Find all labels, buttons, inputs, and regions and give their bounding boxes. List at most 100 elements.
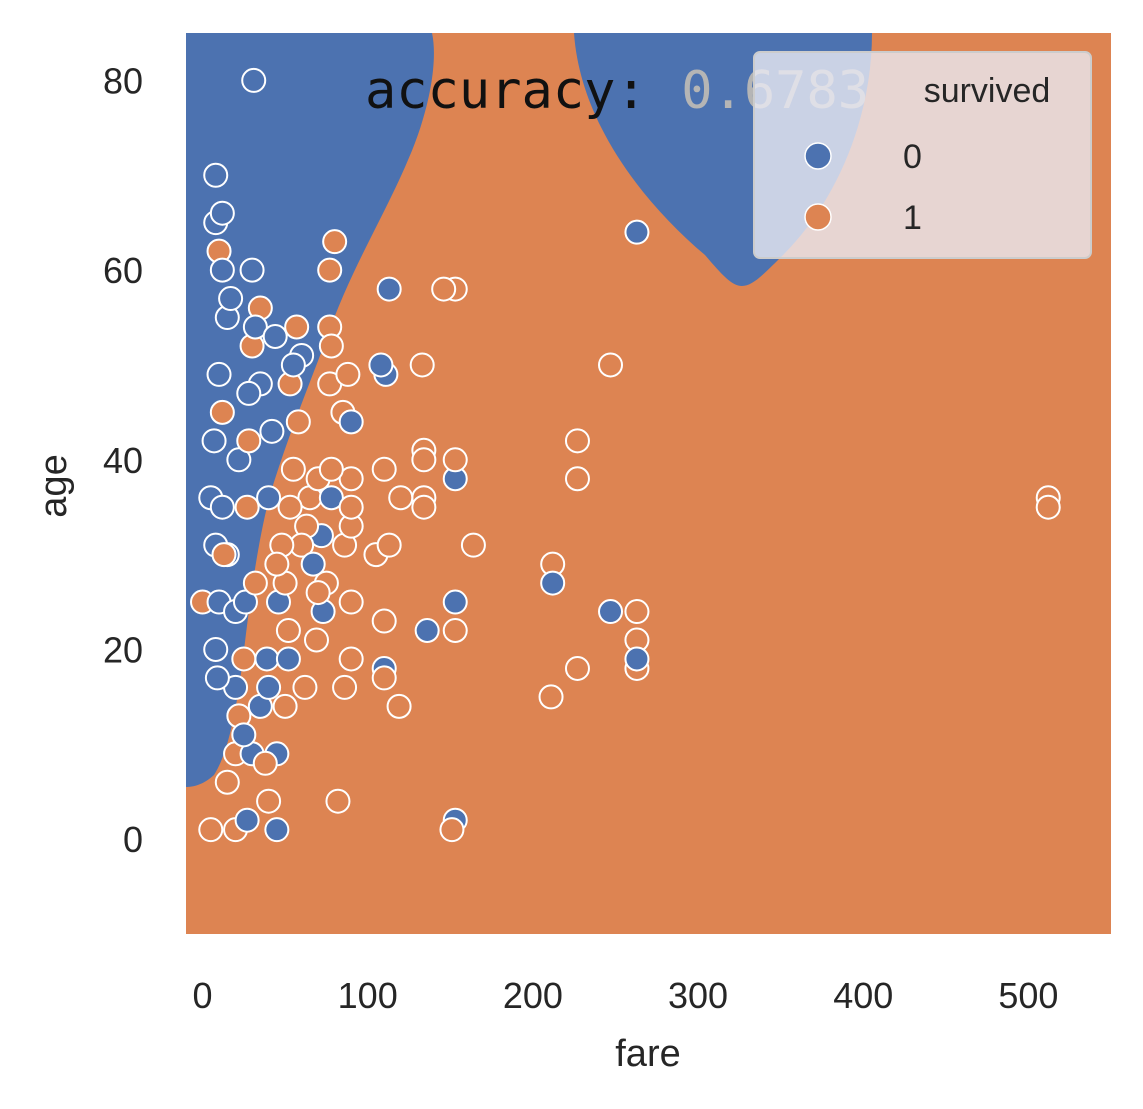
data-point-survived-0	[318, 485, 344, 511]
data-point-survived-0	[234, 807, 260, 833]
data-point-survived-1	[338, 466, 364, 492]
y-tick-label: 80	[103, 60, 143, 101]
data-point-survived-1	[460, 532, 486, 558]
data-point-survived-1	[280, 456, 306, 482]
data-point-survived-1	[234, 494, 260, 520]
data-point-survived-0	[259, 418, 285, 444]
data-point-survived-0	[280, 352, 306, 378]
data-point-survived-1	[317, 257, 343, 283]
legend-title: survived	[924, 72, 1051, 110]
y-tick-label: 20	[103, 629, 143, 670]
y-axis-label: age	[33, 454, 75, 517]
data-point-survived-1	[411, 494, 437, 520]
data-point-survived-0	[203, 636, 229, 662]
x-tick-label: 0	[193, 975, 213, 1016]
x-tick-label: 200	[503, 975, 563, 1016]
data-point-survived-1	[442, 618, 468, 644]
data-point-survived-0	[368, 352, 394, 378]
data-point-survived-1	[431, 276, 457, 302]
legend-box	[753, 51, 1092, 259]
data-point-survived-1	[338, 589, 364, 615]
data-point-survived-0	[241, 67, 267, 93]
data-point-survived-1	[264, 551, 290, 577]
data-point-survived-1	[325, 788, 351, 814]
data-point-survived-1	[211, 542, 237, 568]
data-point-survived-0	[442, 589, 468, 615]
data-point-survived-1	[439, 817, 465, 843]
data-point-survived-1	[332, 674, 358, 700]
x-tick-label: 400	[833, 975, 893, 1016]
scatter-points	[190, 67, 1061, 843]
y-tick-labels: 0 20 40 60 80	[103, 60, 143, 860]
data-point-survived-1	[335, 361, 361, 387]
data-point-survived-1	[376, 532, 402, 558]
data-point-survived-0	[414, 618, 440, 644]
data-point-survived-0	[242, 314, 268, 340]
y-tick-label: 40	[103, 440, 143, 481]
data-point-survived-1	[214, 769, 240, 795]
data-point-survived-0	[209, 494, 235, 520]
data-point-survived-1	[231, 646, 257, 672]
data-point-survived-0	[239, 257, 265, 283]
legend-label-1: 1	[903, 199, 922, 237]
data-point-survived-1	[1035, 494, 1061, 520]
data-point-survived-1	[388, 485, 414, 511]
data-point-survived-1	[277, 494, 303, 520]
data-point-survived-1	[209, 399, 235, 425]
data-point-survived-1	[292, 674, 318, 700]
data-point-survived-1	[564, 428, 590, 454]
data-point-survived-1	[272, 693, 298, 719]
data-point-survived-0	[338, 409, 364, 435]
x-tick-label: 300	[668, 975, 728, 1016]
data-point-survived-0	[206, 361, 232, 387]
y-tick-label: 60	[103, 250, 143, 291]
data-point-survived-0	[624, 646, 650, 672]
data-point-survived-1	[322, 229, 348, 255]
data-point-survived-0	[209, 257, 235, 283]
data-point-survived-1	[285, 409, 311, 435]
data-point-survived-0	[203, 162, 229, 188]
data-point-survived-1	[411, 447, 437, 473]
data-point-survived-0	[204, 665, 230, 691]
data-point-survived-0	[256, 674, 282, 700]
data-point-survived-0	[256, 485, 282, 511]
data-point-survived-1	[303, 627, 329, 653]
data-point-survived-0	[218, 286, 244, 312]
data-point-survived-1	[624, 599, 650, 625]
x-tick-labels: 0 100 200 300 400 500	[193, 975, 1059, 1016]
legend-marker-0	[804, 142, 832, 170]
data-point-survived-0	[201, 428, 227, 454]
data-point-survived-1	[318, 456, 344, 482]
data-point-survived-1	[256, 788, 282, 814]
data-point-survived-0	[598, 599, 624, 625]
data-point-survived-1	[236, 428, 262, 454]
data-point-survived-1	[564, 655, 590, 681]
data-point-survived-1	[371, 456, 397, 482]
data-point-survived-0	[624, 219, 650, 245]
data-point-survived-0	[209, 200, 235, 226]
x-tick-label: 500	[998, 975, 1058, 1016]
data-point-survived-1	[318, 333, 344, 359]
data-point-survived-1	[538, 684, 564, 710]
data-point-survived-1	[275, 618, 301, 644]
data-point-survived-1	[442, 447, 468, 473]
x-axis-label: fare	[615, 1033, 680, 1075]
data-point-survived-1	[371, 608, 397, 634]
data-point-survived-0	[376, 276, 402, 302]
data-point-survived-1	[409, 352, 435, 378]
legend[interactable]: survived 0 1	[753, 51, 1092, 259]
data-point-survived-0	[231, 722, 257, 748]
y-tick-label: 0	[123, 819, 143, 860]
x-tick-label: 100	[338, 975, 398, 1016]
data-point-survived-0	[275, 646, 301, 672]
data-point-survived-1	[564, 466, 590, 492]
data-point-survived-0	[300, 551, 326, 577]
data-point-survived-0	[264, 817, 290, 843]
accuracy-label: accuracy:	[365, 61, 647, 121]
legend-label-0: 0	[903, 138, 922, 176]
data-point-survived-0	[254, 646, 280, 672]
data-point-survived-1	[242, 570, 268, 596]
data-point-survived-1	[598, 352, 624, 378]
data-point-survived-0	[262, 323, 288, 349]
